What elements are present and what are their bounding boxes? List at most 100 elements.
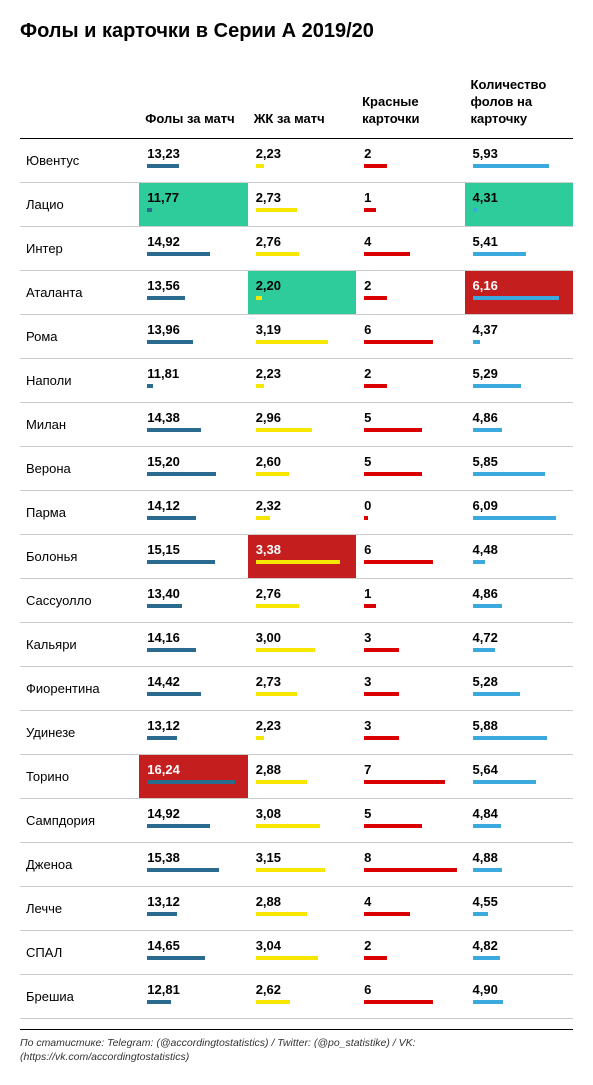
cell-bar [364, 208, 376, 212]
cell-value: 2 [364, 366, 456, 381]
cell-fouls: 14,12 [139, 490, 247, 534]
cell-yc: 2,76 [248, 226, 356, 270]
column-header-team [20, 73, 139, 138]
cell-fouls: 11,77 [139, 182, 247, 226]
cell-bar [147, 428, 200, 432]
cell-fouls: 16,24 [139, 754, 247, 798]
cell-yc: 2,60 [248, 446, 356, 490]
cell-bar [256, 296, 263, 300]
cell-bar [256, 340, 328, 344]
cell-yc: 2,88 [248, 754, 356, 798]
cell-rc: 0 [356, 490, 464, 534]
cell-rc: 2 [356, 270, 464, 314]
team-name: Верона [20, 446, 139, 490]
cell-value: 5 [364, 806, 456, 821]
cell-value: 11,81 [147, 366, 239, 381]
table-row: Фиорентина14,422,7335,28 [20, 666, 573, 710]
cell-fpc: 6,16 [465, 270, 573, 314]
team-name: Лацио [20, 182, 139, 226]
cell-bar [147, 384, 153, 388]
cell-fouls: 13,56 [139, 270, 247, 314]
cell-value: 4 [364, 894, 456, 909]
cell-value: 11,77 [147, 190, 239, 205]
cell-rc: 3 [356, 710, 464, 754]
cell-bar [256, 824, 321, 828]
table-row: Рома13,963,1964,37 [20, 314, 573, 358]
cell-value: 5 [364, 454, 456, 469]
table-row: Сампдория14,923,0854,84 [20, 798, 573, 842]
cell-bar [473, 384, 521, 388]
cell-bar [473, 164, 549, 168]
cell-value: 3 [364, 718, 456, 733]
cell-bar [364, 1000, 433, 1004]
cell-value: 2,23 [256, 146, 348, 161]
cell-value: 3,00 [256, 630, 348, 645]
cell-bar [256, 384, 265, 388]
cell-fpc: 4,88 [465, 842, 573, 886]
cell-fouls: 13,12 [139, 710, 247, 754]
table-row: Ювентус13,232,2325,93 [20, 138, 573, 182]
cell-value: 3 [364, 674, 456, 689]
cell-yc: 2,32 [248, 490, 356, 534]
cell-bar [147, 956, 205, 960]
cell-value: 2,23 [256, 366, 348, 381]
team-name: Торино [20, 754, 139, 798]
cell-value: 3,15 [256, 850, 348, 865]
column-header-fpc: Количество фолов на карточку [465, 73, 573, 138]
cell-value: 13,12 [147, 718, 239, 733]
cell-fpc: 4,82 [465, 930, 573, 974]
cell-yc: 2,88 [248, 886, 356, 930]
cell-yc: 2,73 [248, 182, 356, 226]
cell-fpc: 4,84 [465, 798, 573, 842]
cell-bar [147, 1000, 171, 1004]
cell-fouls: 15,38 [139, 842, 247, 886]
cell-value: 15,38 [147, 850, 239, 865]
cell-fpc: 4,72 [465, 622, 573, 666]
cell-value: 7 [364, 762, 456, 777]
cell-value: 4,82 [473, 938, 565, 953]
cell-bar [364, 164, 387, 168]
cell-bar [364, 560, 433, 564]
cell-bar [256, 956, 318, 960]
team-name: Фиорентина [20, 666, 139, 710]
cell-bar [473, 736, 547, 740]
cell-rc: 3 [356, 666, 464, 710]
table-row: Дженоа15,383,1584,88 [20, 842, 573, 886]
footer-credits: По статистике: Telegram: (@accordingtost… [20, 1029, 573, 1065]
cell-value: 14,16 [147, 630, 239, 645]
team-name: Сампдория [20, 798, 139, 842]
cell-value: 5,88 [473, 718, 565, 733]
cell-fouls: 15,15 [139, 534, 247, 578]
cell-yc: 3,38 [248, 534, 356, 578]
cell-value: 3,38 [256, 542, 348, 557]
cell-rc: 4 [356, 226, 464, 270]
cell-value: 2,73 [256, 674, 348, 689]
cell-fouls: 12,81 [139, 974, 247, 1018]
cell-value: 6 [364, 982, 456, 997]
cell-value: 2,96 [256, 410, 348, 425]
cell-value: 6 [364, 542, 456, 557]
cell-fouls: 14,65 [139, 930, 247, 974]
cell-yc: 2,23 [248, 710, 356, 754]
cell-bar [256, 252, 300, 256]
cell-bar [473, 868, 503, 872]
cell-bar [364, 780, 445, 784]
cell-value: 5,29 [473, 366, 565, 381]
cell-yc: 2,62 [248, 974, 356, 1018]
cell-bar [364, 956, 387, 960]
cell-bar [256, 692, 298, 696]
table-row: СПАЛ14,653,0424,82 [20, 930, 573, 974]
cell-bar [147, 340, 192, 344]
cell-rc: 6 [356, 974, 464, 1018]
team-name: Интер [20, 226, 139, 270]
cell-bar [256, 516, 271, 520]
cell-bar [364, 472, 422, 476]
cell-bar [147, 208, 152, 212]
cell-bar [364, 296, 387, 300]
cell-rc: 1 [356, 182, 464, 226]
cell-value: 5,93 [473, 146, 565, 161]
cell-value: 2,23 [256, 718, 348, 733]
cell-yc: 2,76 [248, 578, 356, 622]
cell-value: 2,88 [256, 762, 348, 777]
cell-bar [147, 296, 185, 300]
